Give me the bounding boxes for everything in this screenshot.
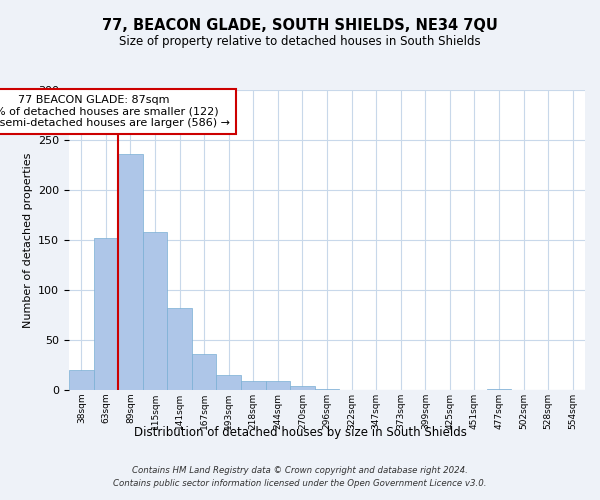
Text: 77 BEACON GLADE: 87sqm
← 17% of detached houses are smaller (122)
82% of semi-de: 77 BEACON GLADE: 87sqm ← 17% of detached…: [0, 95, 230, 128]
Bar: [241, 381, 266, 390]
Text: Size of property relative to detached houses in South Shields: Size of property relative to detached ho…: [119, 35, 481, 48]
Bar: [315, 389, 339, 390]
Bar: [192, 354, 217, 390]
Bar: [266, 381, 290, 390]
Y-axis label: Number of detached properties: Number of detached properties: [23, 152, 32, 328]
Bar: [143, 232, 167, 390]
Text: 77, BEACON GLADE, SOUTH SHIELDS, NE34 7QU: 77, BEACON GLADE, SOUTH SHIELDS, NE34 7Q…: [102, 18, 498, 32]
Text: Distribution of detached houses by size in South Shields: Distribution of detached houses by size …: [134, 426, 466, 439]
Bar: [118, 154, 143, 390]
Bar: [217, 375, 241, 390]
Bar: [94, 238, 118, 390]
Text: Contains HM Land Registry data © Crown copyright and database right 2024.
Contai: Contains HM Land Registry data © Crown c…: [113, 466, 487, 487]
Bar: [487, 389, 511, 390]
Bar: [167, 308, 192, 390]
Bar: [290, 386, 315, 390]
Bar: [69, 370, 94, 390]
